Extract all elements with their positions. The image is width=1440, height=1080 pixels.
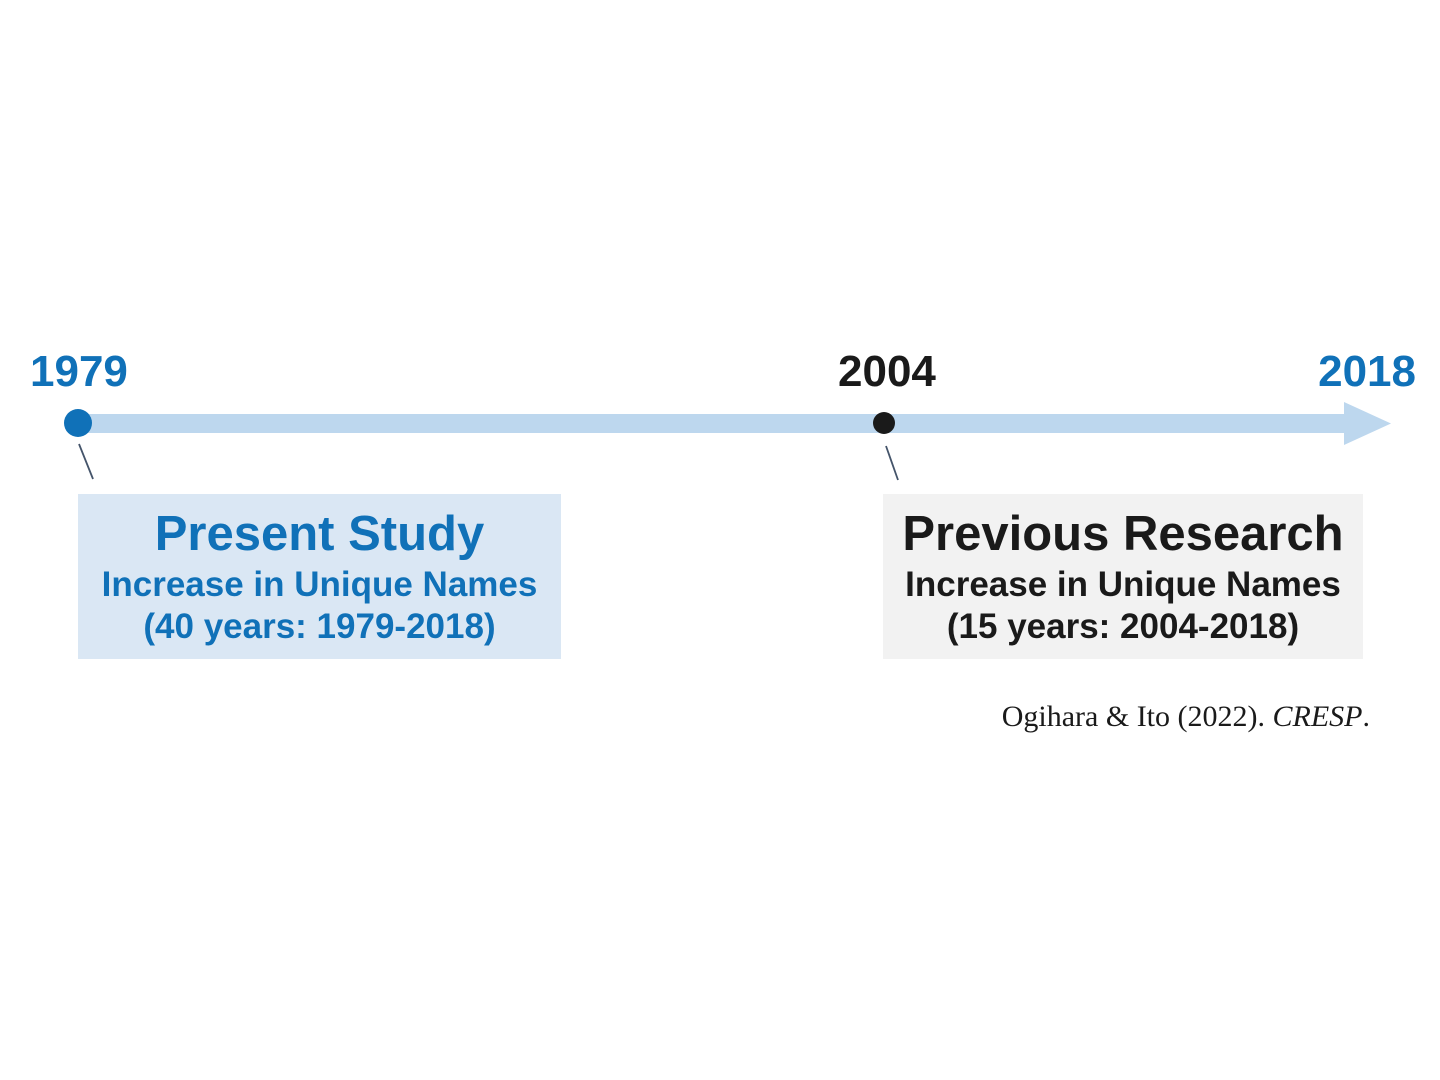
year-label-2004: 2004	[838, 347, 936, 396]
year-label-1979: 1979	[30, 347, 128, 396]
previous-research-title: Previous Research	[902, 507, 1344, 561]
timeline-dot-1979	[64, 409, 92, 437]
timeline-dot-2004	[873, 412, 895, 434]
leader-line-present	[78, 443, 94, 480]
present-study-title: Present Study	[154, 507, 485, 561]
previous-research-range: (15 years: 2004-2018)	[946, 607, 1300, 646]
present-study-range: (40 years: 1979-2018)	[143, 607, 496, 646]
present-study-subtitle: Increase in Unique Names	[101, 565, 538, 604]
callout-previous-research: Previous Research Increase in Unique Nam…	[883, 494, 1363, 659]
callout-present-study: Present Study Increase in Unique Names (…	[78, 494, 561, 659]
previous-research-subtitle: Increase in Unique Names	[905, 565, 1341, 604]
timeline-arrowhead-icon	[1344, 402, 1391, 445]
citation-journal: CRESP	[1272, 700, 1363, 733]
citation-authors: Ogihara & Ito (2022).	[1001, 700, 1273, 733]
timeline-bar	[78, 414, 1347, 433]
citation-period: .	[1362, 700, 1371, 733]
leader-line-previous	[885, 445, 899, 481]
year-label-2018: 2018	[1318, 347, 1416, 396]
citation: Ogihara & Ito (2022). CRESP.	[1002, 698, 1370, 736]
